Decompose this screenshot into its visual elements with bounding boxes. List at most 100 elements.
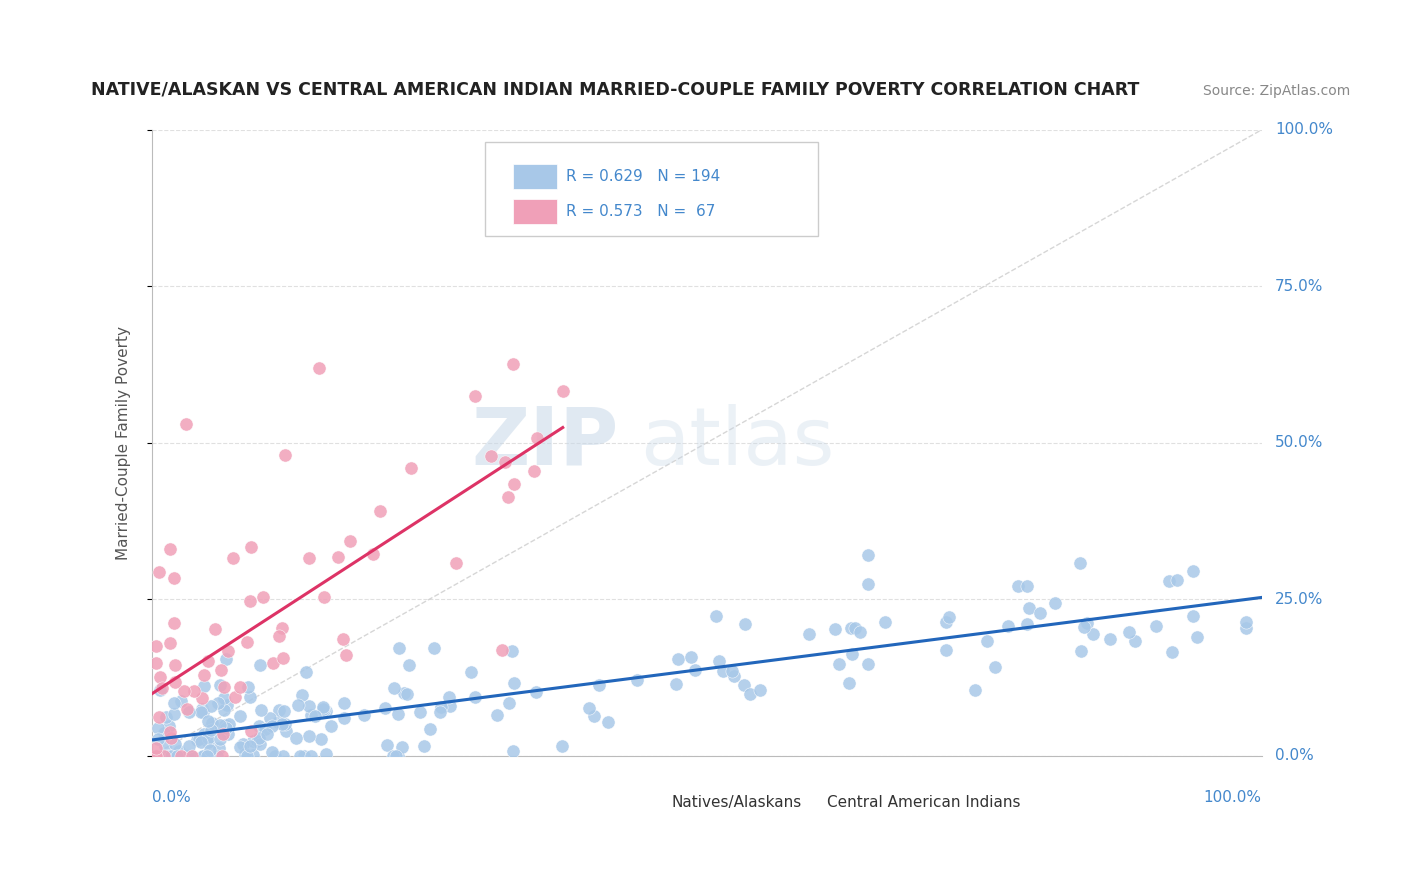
Point bbox=[153, 726, 176, 740]
Point bbox=[260, 719, 283, 733]
Point bbox=[1166, 574, 1188, 588]
Point bbox=[464, 690, 486, 705]
Point bbox=[264, 748, 287, 763]
Point bbox=[844, 621, 866, 635]
Point bbox=[276, 724, 298, 739]
Point bbox=[163, 707, 186, 722]
Point bbox=[209, 663, 232, 677]
Point bbox=[965, 682, 987, 697]
Point bbox=[249, 658, 271, 673]
Point bbox=[395, 688, 418, 702]
Point bbox=[938, 610, 960, 624]
Point bbox=[353, 707, 375, 722]
Point bbox=[222, 550, 245, 565]
Point bbox=[186, 732, 208, 747]
Point bbox=[160, 748, 183, 763]
Point bbox=[377, 738, 399, 752]
Point bbox=[838, 676, 860, 690]
Point bbox=[502, 477, 524, 491]
Text: 100.0%: 100.0% bbox=[1204, 790, 1261, 805]
FancyBboxPatch shape bbox=[636, 797, 666, 814]
Point bbox=[503, 676, 526, 690]
Point bbox=[214, 680, 236, 694]
FancyBboxPatch shape bbox=[513, 199, 557, 224]
Point bbox=[312, 699, 335, 714]
Point bbox=[578, 701, 600, 715]
Point bbox=[217, 727, 239, 741]
Point bbox=[193, 668, 215, 682]
Point bbox=[711, 664, 734, 678]
Point bbox=[409, 705, 432, 719]
Point bbox=[588, 678, 610, 692]
Point bbox=[165, 675, 187, 690]
Point bbox=[524, 685, 547, 699]
Point bbox=[332, 632, 354, 646]
Text: 0.0%: 0.0% bbox=[1275, 748, 1313, 763]
Point bbox=[197, 655, 219, 669]
Point bbox=[1070, 643, 1092, 657]
Point bbox=[270, 621, 292, 635]
Point bbox=[429, 700, 451, 714]
Point bbox=[145, 748, 167, 763]
Point bbox=[315, 747, 337, 761]
Point bbox=[176, 748, 198, 763]
Point bbox=[997, 618, 1019, 632]
Point bbox=[398, 658, 420, 673]
Point bbox=[1043, 596, 1066, 610]
Point bbox=[207, 696, 229, 710]
Point bbox=[207, 740, 229, 755]
Point bbox=[224, 690, 246, 704]
Point bbox=[1007, 579, 1029, 593]
Point bbox=[174, 417, 197, 431]
Point bbox=[205, 748, 228, 763]
Point bbox=[1069, 556, 1091, 570]
Point bbox=[170, 748, 193, 763]
Point bbox=[298, 550, 321, 565]
Text: 25.0%: 25.0% bbox=[1275, 591, 1323, 607]
Point bbox=[368, 504, 391, 518]
Point bbox=[156, 748, 179, 763]
Point bbox=[217, 698, 239, 713]
Point bbox=[849, 625, 872, 640]
Point bbox=[394, 686, 416, 700]
Point bbox=[460, 665, 482, 679]
Point bbox=[145, 639, 167, 653]
Point bbox=[148, 566, 170, 580]
FancyBboxPatch shape bbox=[513, 164, 557, 189]
Point bbox=[233, 747, 256, 761]
Point bbox=[299, 748, 322, 763]
Point bbox=[738, 687, 761, 701]
Point bbox=[596, 715, 619, 730]
Point bbox=[1159, 574, 1181, 588]
Point bbox=[228, 709, 250, 723]
Point bbox=[382, 748, 405, 763]
Point bbox=[1018, 601, 1040, 615]
Point bbox=[856, 657, 879, 672]
Point bbox=[274, 448, 297, 462]
Point bbox=[502, 357, 524, 371]
FancyBboxPatch shape bbox=[485, 143, 818, 236]
Point bbox=[1161, 645, 1184, 659]
Point bbox=[464, 389, 486, 403]
Point bbox=[419, 723, 441, 737]
Point bbox=[387, 706, 409, 721]
Point bbox=[160, 731, 183, 745]
Point bbox=[287, 698, 309, 713]
Point bbox=[271, 716, 294, 731]
Point bbox=[841, 648, 863, 662]
Point bbox=[159, 724, 181, 739]
Point bbox=[298, 698, 321, 713]
Point bbox=[294, 748, 316, 763]
Point bbox=[148, 731, 170, 746]
Point bbox=[191, 706, 214, 720]
Point bbox=[191, 702, 214, 716]
Text: 0.0%: 0.0% bbox=[152, 790, 191, 805]
Point bbox=[374, 700, 396, 714]
Point bbox=[176, 748, 198, 763]
Point bbox=[211, 727, 233, 741]
Point bbox=[706, 609, 728, 624]
Text: 50.0%: 50.0% bbox=[1275, 435, 1323, 450]
Y-axis label: Married-Couple Family Poverty: Married-Couple Family Poverty bbox=[117, 326, 131, 559]
Point bbox=[236, 748, 259, 763]
Point bbox=[217, 644, 239, 658]
